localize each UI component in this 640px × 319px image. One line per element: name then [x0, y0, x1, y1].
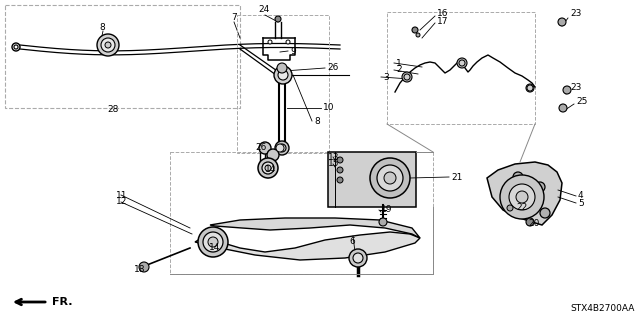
- Circle shape: [278, 70, 288, 80]
- Circle shape: [278, 144, 286, 152]
- Circle shape: [370, 158, 410, 198]
- Circle shape: [208, 237, 218, 247]
- Circle shape: [516, 191, 528, 203]
- Text: 24: 24: [258, 5, 269, 14]
- Circle shape: [12, 43, 20, 51]
- Text: 28: 28: [107, 106, 118, 115]
- Circle shape: [509, 184, 535, 210]
- Circle shape: [337, 177, 343, 183]
- Bar: [387, 12, 535, 124]
- Circle shape: [540, 208, 550, 218]
- Text: 26: 26: [255, 144, 266, 152]
- Text: 8: 8: [314, 116, 320, 125]
- Circle shape: [265, 165, 271, 171]
- Bar: [237, 15, 329, 153]
- Text: 12: 12: [116, 197, 127, 206]
- Text: 17: 17: [437, 17, 449, 26]
- Text: 23: 23: [570, 84, 581, 93]
- Polygon shape: [487, 162, 562, 225]
- Circle shape: [276, 144, 284, 152]
- Text: 5: 5: [578, 198, 584, 207]
- Circle shape: [105, 42, 111, 48]
- Circle shape: [286, 40, 290, 44]
- Circle shape: [412, 27, 418, 33]
- Circle shape: [377, 165, 403, 191]
- Text: 6: 6: [349, 236, 355, 246]
- Text: 8: 8: [99, 24, 105, 33]
- Circle shape: [563, 86, 571, 94]
- Text: 20: 20: [528, 219, 540, 228]
- Circle shape: [349, 249, 367, 267]
- Circle shape: [513, 172, 523, 182]
- Text: 23: 23: [570, 10, 581, 19]
- Text: STX4B2700AA: STX4B2700AA: [571, 304, 635, 313]
- Circle shape: [101, 38, 115, 52]
- Text: 10: 10: [323, 103, 335, 113]
- Circle shape: [527, 85, 533, 91]
- Circle shape: [275, 16, 281, 22]
- Circle shape: [262, 162, 274, 174]
- Text: 11: 11: [116, 190, 127, 199]
- Circle shape: [139, 262, 149, 272]
- Circle shape: [507, 205, 513, 211]
- Text: 15: 15: [328, 160, 339, 168]
- Circle shape: [275, 141, 289, 155]
- Text: 26: 26: [327, 63, 339, 72]
- Polygon shape: [210, 218, 420, 238]
- Circle shape: [268, 40, 272, 44]
- Text: 3: 3: [383, 72, 388, 81]
- Circle shape: [337, 157, 343, 163]
- Text: 4: 4: [578, 191, 584, 201]
- Circle shape: [14, 45, 18, 49]
- Circle shape: [404, 74, 410, 80]
- Circle shape: [198, 227, 228, 257]
- Circle shape: [520, 202, 530, 212]
- Circle shape: [277, 63, 287, 73]
- Circle shape: [457, 58, 467, 68]
- Text: 9: 9: [290, 47, 296, 56]
- Text: 16: 16: [437, 10, 449, 19]
- Circle shape: [384, 172, 396, 184]
- Circle shape: [559, 104, 567, 112]
- Circle shape: [97, 34, 119, 56]
- Circle shape: [274, 66, 292, 84]
- Text: 18: 18: [134, 265, 145, 275]
- Bar: [328, 152, 416, 207]
- Text: 14: 14: [209, 242, 220, 251]
- Circle shape: [558, 18, 566, 26]
- Text: 14: 14: [265, 166, 276, 174]
- Text: 25: 25: [576, 98, 588, 107]
- Text: 19: 19: [381, 205, 392, 214]
- Bar: [5, 5, 240, 108]
- Circle shape: [203, 232, 223, 252]
- Circle shape: [526, 218, 534, 226]
- Text: 7: 7: [231, 12, 237, 21]
- Polygon shape: [195, 232, 420, 260]
- Text: FR.: FR.: [52, 297, 72, 307]
- Text: 2: 2: [396, 65, 402, 75]
- Text: 22: 22: [516, 204, 527, 212]
- Circle shape: [526, 84, 534, 92]
- Circle shape: [258, 158, 278, 178]
- Circle shape: [259, 142, 271, 154]
- Circle shape: [459, 60, 465, 66]
- Circle shape: [416, 33, 420, 37]
- Text: 1: 1: [396, 58, 402, 68]
- Circle shape: [267, 149, 279, 161]
- Text: 21: 21: [451, 173, 462, 182]
- Circle shape: [535, 182, 545, 192]
- Text: 13: 13: [328, 152, 339, 161]
- Circle shape: [353, 253, 363, 263]
- Circle shape: [500, 175, 544, 219]
- Circle shape: [402, 72, 412, 82]
- Bar: [170, 152, 433, 274]
- Circle shape: [337, 167, 343, 173]
- Circle shape: [379, 218, 387, 226]
